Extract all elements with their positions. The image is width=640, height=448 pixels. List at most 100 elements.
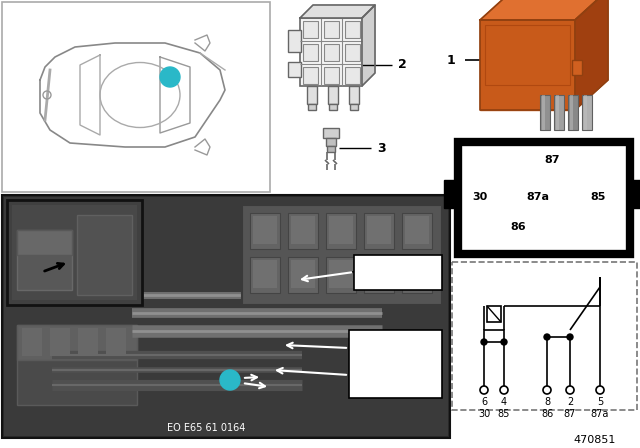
Bar xyxy=(288,30,301,52)
Bar xyxy=(364,213,394,249)
Bar xyxy=(349,86,359,104)
Bar xyxy=(106,328,126,356)
Bar xyxy=(484,330,504,342)
Bar xyxy=(303,44,318,61)
Text: 86: 86 xyxy=(541,409,553,419)
Bar xyxy=(349,330,442,398)
Bar xyxy=(4,197,448,436)
Text: 85: 85 xyxy=(590,192,605,202)
Bar xyxy=(628,180,640,208)
Bar xyxy=(452,262,637,410)
Bar xyxy=(329,260,353,288)
Bar xyxy=(570,95,573,130)
Text: 2: 2 xyxy=(398,59,407,72)
Circle shape xyxy=(501,339,507,345)
Text: EO E65 61 0164: EO E65 61 0164 xyxy=(167,423,245,433)
Bar xyxy=(402,213,432,249)
Bar xyxy=(300,18,362,86)
Bar xyxy=(405,216,429,244)
Bar xyxy=(250,213,280,249)
Bar xyxy=(329,104,337,110)
Circle shape xyxy=(567,334,573,340)
Text: 87: 87 xyxy=(544,155,560,165)
Bar xyxy=(345,44,360,61)
Bar xyxy=(572,60,582,75)
Polygon shape xyxy=(575,0,608,110)
Text: K6304: K6304 xyxy=(375,334,415,344)
Circle shape xyxy=(500,386,508,394)
Circle shape xyxy=(596,386,604,394)
Polygon shape xyxy=(480,20,575,110)
Bar xyxy=(291,260,315,288)
Bar xyxy=(78,328,98,356)
Text: 1: 1 xyxy=(446,53,455,66)
Bar xyxy=(402,257,432,293)
Bar xyxy=(326,213,356,249)
Bar xyxy=(324,67,339,84)
Bar xyxy=(77,215,132,295)
Text: X6304: X6304 xyxy=(375,350,415,360)
Bar xyxy=(291,216,315,244)
Bar xyxy=(253,260,277,288)
Bar xyxy=(242,205,442,305)
Bar xyxy=(17,230,72,290)
Bar xyxy=(303,67,318,84)
Text: 5: 5 xyxy=(597,397,603,407)
Text: 470851: 470851 xyxy=(574,435,616,445)
Bar xyxy=(444,180,460,208)
Text: 8: 8 xyxy=(544,397,550,407)
Bar xyxy=(2,195,450,438)
Bar xyxy=(367,216,391,244)
Bar xyxy=(2,2,270,192)
Text: 87: 87 xyxy=(564,409,576,419)
Bar xyxy=(568,95,578,130)
Text: 87a: 87a xyxy=(591,409,609,419)
Circle shape xyxy=(544,334,550,340)
Text: 4: 4 xyxy=(501,397,507,407)
Circle shape xyxy=(543,386,551,394)
Bar xyxy=(556,95,559,130)
Bar xyxy=(485,25,570,85)
Bar xyxy=(345,67,360,84)
Bar xyxy=(458,142,630,254)
Circle shape xyxy=(220,370,240,390)
Bar xyxy=(288,257,318,293)
Bar xyxy=(253,216,277,244)
Bar xyxy=(327,146,335,152)
Text: K2068: K2068 xyxy=(375,366,415,376)
Bar xyxy=(354,255,442,290)
Bar xyxy=(50,328,70,356)
Bar xyxy=(323,128,339,138)
Bar xyxy=(324,44,339,61)
Bar xyxy=(303,21,318,38)
Text: 1: 1 xyxy=(226,375,234,385)
Circle shape xyxy=(160,67,180,87)
Bar xyxy=(17,230,72,255)
Bar xyxy=(367,260,391,288)
Text: 6: 6 xyxy=(481,397,487,407)
Bar xyxy=(17,325,137,405)
Bar xyxy=(22,328,42,356)
Bar xyxy=(582,95,592,130)
Circle shape xyxy=(481,339,487,345)
Bar xyxy=(250,257,280,293)
Bar xyxy=(12,205,137,300)
Polygon shape xyxy=(300,5,375,18)
Bar xyxy=(328,86,338,104)
Bar xyxy=(288,62,301,77)
Bar xyxy=(487,306,501,322)
Text: 1: 1 xyxy=(166,72,174,82)
Text: 87a: 87a xyxy=(527,192,550,202)
Bar xyxy=(540,95,550,130)
Bar xyxy=(452,262,637,410)
Bar xyxy=(405,260,429,288)
Text: X10063: X10063 xyxy=(374,275,422,285)
Bar xyxy=(350,104,358,110)
Bar xyxy=(17,325,137,360)
Text: 30: 30 xyxy=(472,192,488,202)
Bar xyxy=(308,104,316,110)
Bar xyxy=(324,21,339,38)
Text: 3: 3 xyxy=(377,142,386,155)
Circle shape xyxy=(480,386,488,394)
Bar xyxy=(307,86,317,104)
